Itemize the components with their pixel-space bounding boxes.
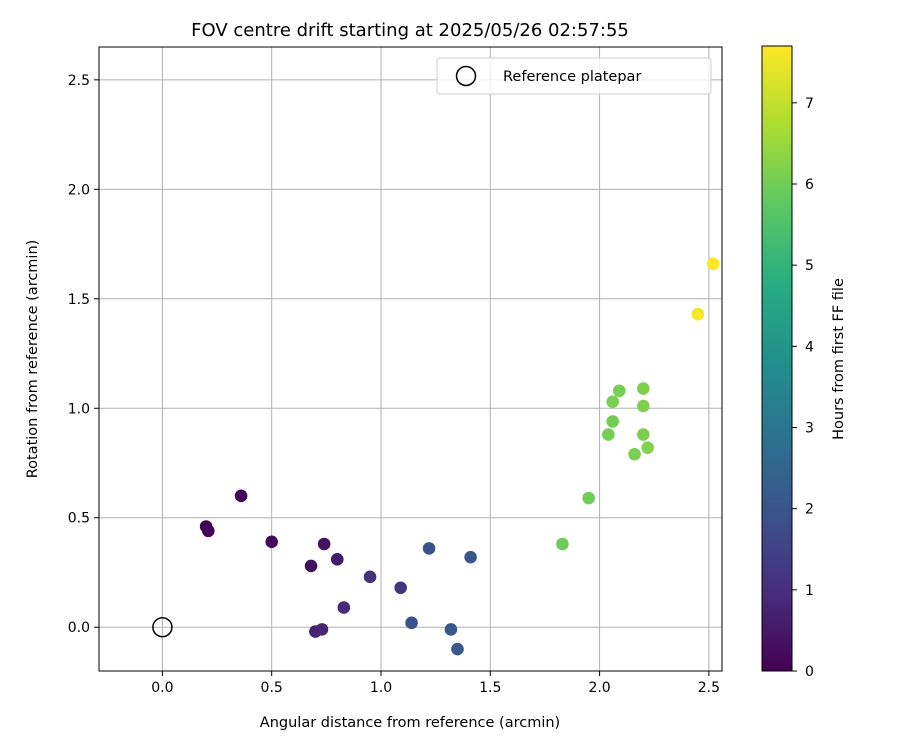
x-tick-label: 0.0	[151, 680, 173, 696]
data-point	[637, 428, 650, 441]
colorbar-tick-label: 2	[805, 502, 814, 518]
y-tick-label: 2.0	[68, 182, 90, 198]
x-axis-label: Angular distance from reference (arcmin)	[260, 715, 560, 731]
data-point	[317, 537, 331, 551]
colorbar-tick-label: 4	[805, 339, 814, 355]
colorbar-tick-label: 3	[805, 420, 814, 436]
y-tick-label: 0.5	[68, 511, 90, 527]
y-tick-label: 1.5	[68, 292, 90, 308]
data-point	[602, 428, 615, 441]
x-axis-ticks: 0.0 0.5 1.0 1.5 2.0 2.5	[151, 671, 720, 696]
data-point	[265, 535, 278, 549]
colorbar-tick-label: 6	[805, 177, 814, 193]
data-point	[637, 382, 650, 395]
y-axis-ticks: 0.0 0.5 1.0 1.5 2.0 2.5	[68, 73, 99, 636]
data-point	[556, 537, 569, 551]
data-point	[422, 542, 436, 555]
x-tick-label: 1.5	[479, 680, 501, 696]
y-tick-label: 0.0	[68, 620, 90, 636]
x-tick-label: 1.0	[370, 680, 392, 696]
chart-title: FOV centre drift starting at 2025/05/26 …	[191, 20, 629, 41]
legend-label: Reference platepar	[503, 69, 641, 85]
data-point	[451, 642, 464, 656]
colorbar-tick-label: 1	[805, 583, 814, 599]
data-point	[641, 441, 654, 454]
data-point	[394, 581, 407, 595]
legend-box	[436, 57, 712, 95]
data-point	[304, 559, 318, 573]
y-tick-label: 1.0	[68, 401, 90, 417]
colorbar-gradient	[761, 45, 793, 672]
y-tick-label: 2.5	[68, 73, 90, 89]
colorbar-tick-label: 7	[805, 96, 814, 112]
data-point	[706, 257, 720, 271]
data-point	[405, 616, 418, 630]
data-point	[464, 550, 477, 564]
data-point	[201, 524, 215, 538]
colorbar-tick-label: 0	[805, 664, 814, 680]
grid	[99, 47, 722, 671]
data-point	[315, 623, 329, 636]
colorbar-ticks: 0 1 2 3 4 5 6 7	[792, 96, 814, 680]
x-tick-label: 0.5	[261, 680, 283, 696]
colorbar-label: Hours from first FF file	[831, 278, 847, 440]
colorbar: 0 1 2 3 4 5 6 7 Hours from first FF file	[761, 45, 847, 680]
data-point	[444, 623, 458, 636]
x-tick-label: 2.5	[698, 680, 720, 696]
plot-frame	[98, 46, 723, 672]
data-point	[582, 491, 595, 505]
legend: Reference platepar	[436, 57, 712, 95]
y-axis-label: Rotation from reference (arcmin)	[25, 240, 41, 479]
data-point	[337, 601, 351, 614]
data-point	[637, 399, 650, 413]
data-point	[363, 570, 377, 584]
data-point	[691, 307, 705, 321]
colorbar-tick-label: 5	[805, 258, 814, 274]
data-point	[234, 489, 248, 503]
data-point	[330, 553, 344, 566]
data-points	[199, 257, 720, 656]
data-point	[606, 395, 620, 408]
reference-platepar-marker	[152, 616, 173, 638]
data-point	[606, 415, 620, 428]
data-point	[628, 447, 641, 461]
legend-reference-marker	[455, 65, 477, 87]
x-tick-label: 2.0	[588, 680, 610, 696]
data-point	[612, 384, 626, 398]
